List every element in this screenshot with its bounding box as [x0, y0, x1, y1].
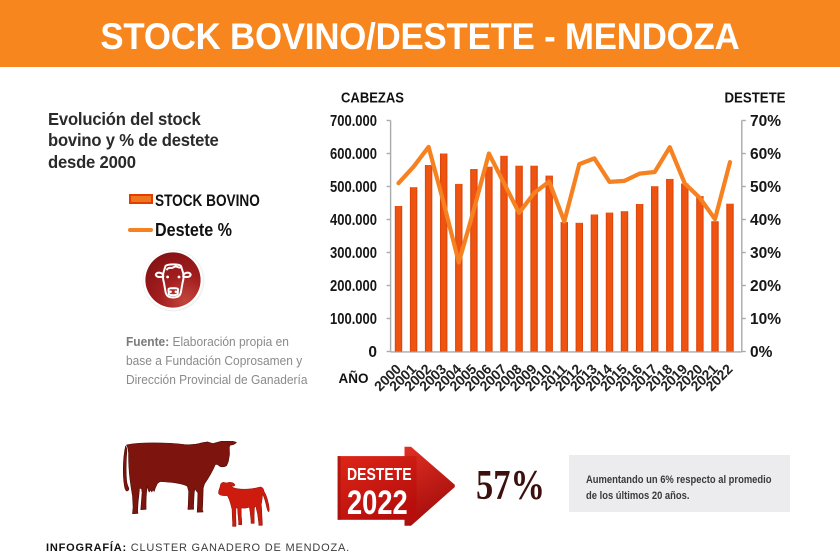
svg-text:40%: 40%: [750, 212, 781, 229]
svg-text:60%: 60%: [750, 146, 781, 163]
svg-text:70%: 70%: [750, 113, 781, 130]
svg-text:300.000: 300.000: [330, 245, 377, 262]
svg-text:0%: 0%: [750, 344, 773, 361]
svg-text:700.000: 700.000: [330, 113, 377, 130]
svg-text:400.000: 400.000: [330, 212, 377, 229]
svg-text:AÑO: AÑO: [339, 371, 369, 386]
svg-text:CABEZAS: CABEZAS: [341, 91, 404, 107]
svg-text:200.000: 200.000: [330, 278, 377, 295]
svg-text:500.000: 500.000: [330, 179, 377, 196]
svg-text:30%: 30%: [750, 245, 781, 262]
svg-text:600.000: 600.000: [330, 146, 377, 163]
svg-text:20%: 20%: [750, 278, 781, 295]
svg-text:50%: 50%: [750, 179, 781, 196]
svg-text:0: 0: [368, 344, 377, 361]
svg-text:DESTETE: DESTETE: [725, 91, 786, 107]
svg-text:100.000: 100.000: [330, 311, 377, 328]
svg-text:10%: 10%: [750, 311, 781, 328]
